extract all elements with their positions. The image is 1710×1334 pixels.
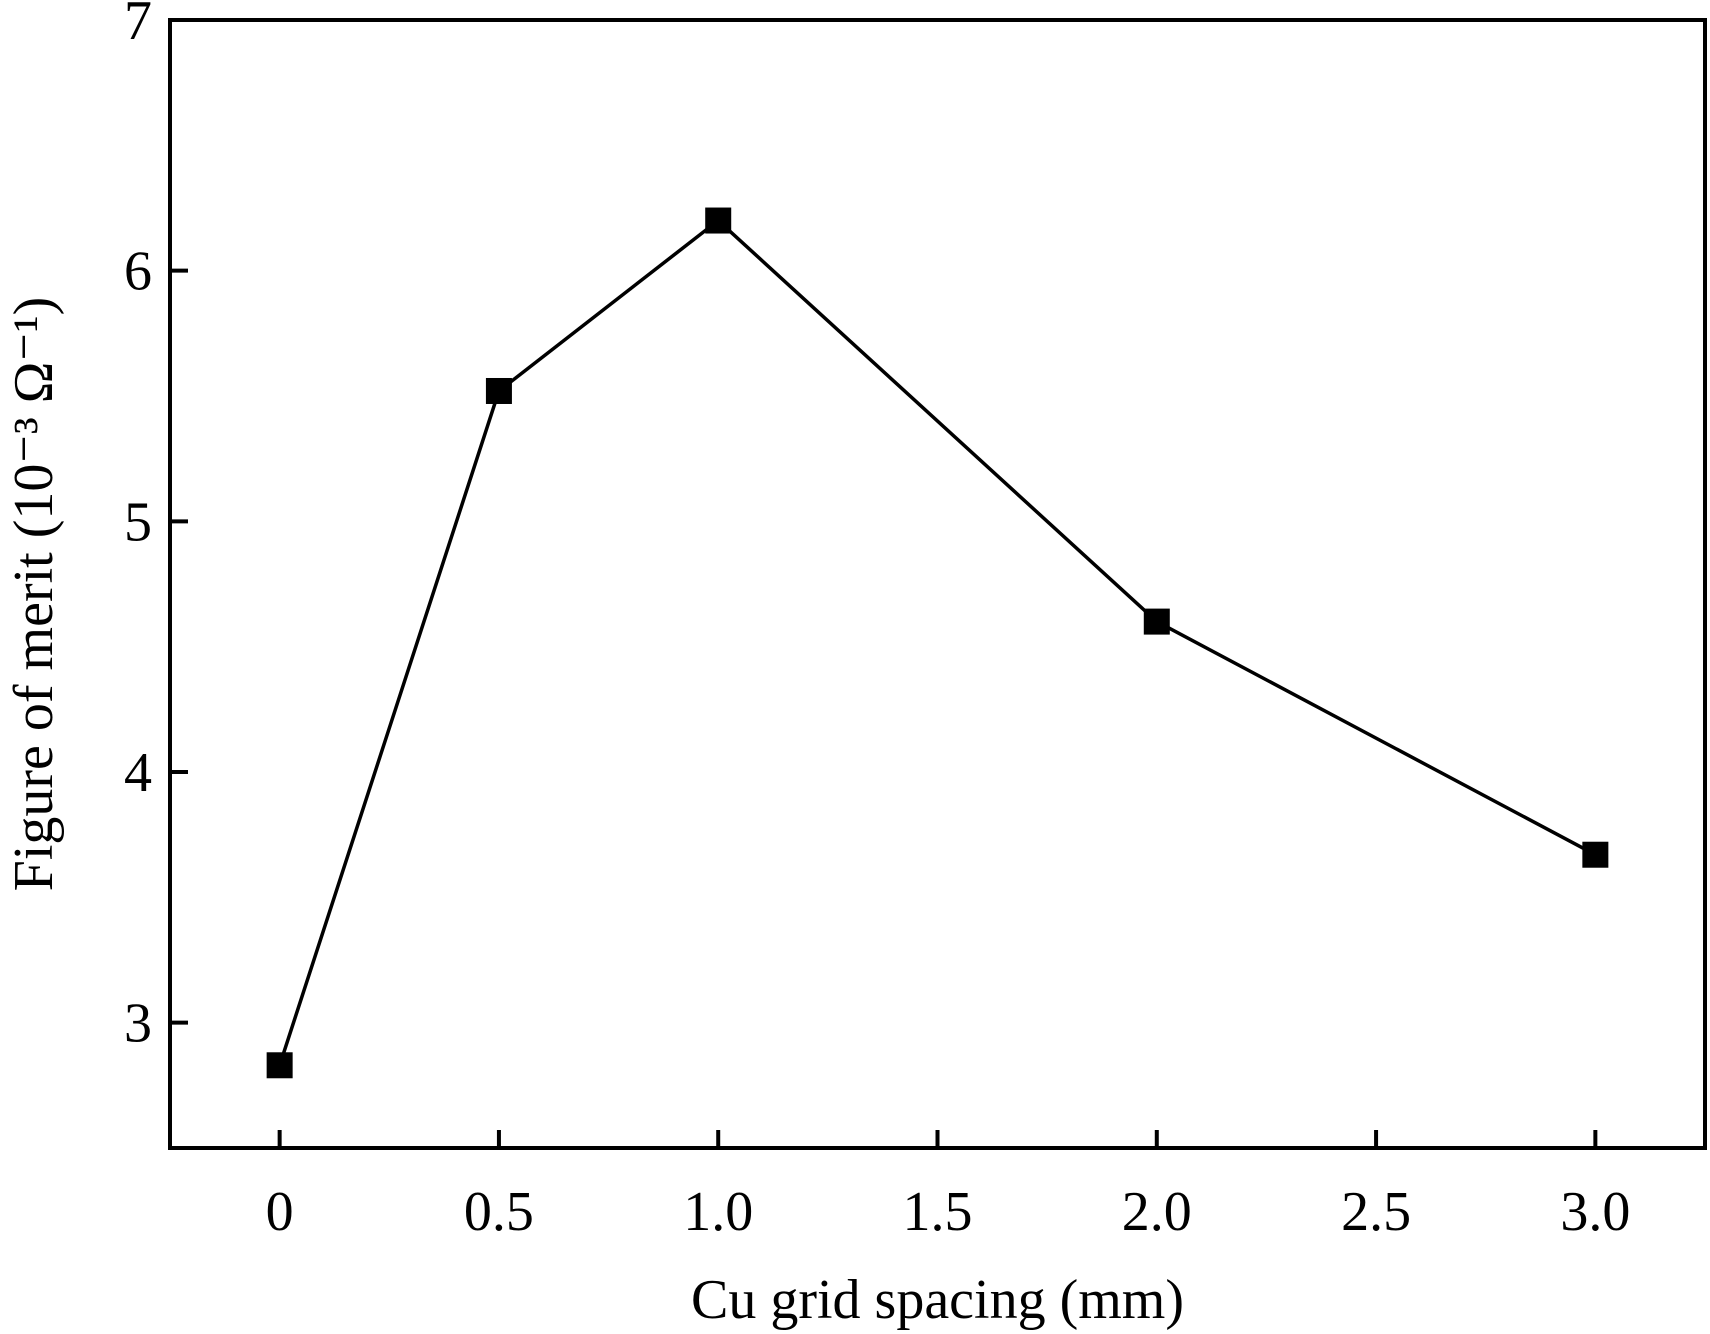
x-tick-label: 0 [266, 1181, 294, 1243]
y-tick-label: 5 [124, 491, 152, 553]
y-tick-label: 6 [124, 241, 152, 303]
x-tick-label: 0.5 [464, 1181, 534, 1243]
plot-frame [168, 18, 1707, 1150]
x-axis-title: Cu grid spacing (mm) [691, 1269, 1184, 1331]
data-point [705, 207, 732, 234]
x-tick-label: 1.5 [903, 1181, 973, 1243]
data-point [485, 377, 512, 404]
y-axis-title: Figure of merit (10⁻³ Ω⁻¹) [3, 297, 65, 892]
y-axis-ticks: 3 4 5 6 7 [124, 0, 188, 1055]
series-line [277, 218, 1597, 1066]
data-point [1143, 608, 1170, 635]
x-tick-label: 2.0 [1122, 1181, 1192, 1243]
plot-series [266, 207, 1609, 1079]
x-tick-label: 3.0 [1560, 1181, 1630, 1243]
y-tick-label: 3 [124, 993, 152, 1055]
x-tick-label: 2.5 [1341, 1181, 1411, 1243]
data-point [266, 1052, 293, 1079]
y-tick-label: 4 [124, 742, 152, 804]
x-axis-ticks: 0 0.5 1.0 1.5 2.0 2.5 3.0 [266, 1130, 1630, 1243]
x-tick-label: 1.0 [683, 1181, 753, 1243]
data-point [1582, 841, 1609, 868]
y-tick-label: 7 [124, 0, 152, 52]
